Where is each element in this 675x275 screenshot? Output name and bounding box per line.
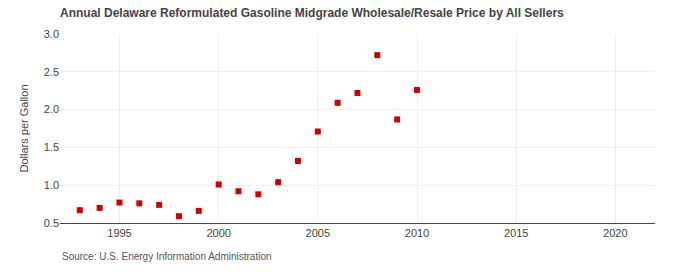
svg-text:2005: 2005 (306, 227, 330, 239)
svg-text:1995: 1995 (107, 227, 131, 239)
svg-text:2010: 2010 (405, 227, 429, 239)
svg-text:1.5: 1.5 (44, 141, 59, 153)
svg-text:2000: 2000 (206, 227, 230, 239)
svg-text:2.5: 2.5 (44, 66, 59, 78)
svg-text:Source: U.S. Energy Informatio: Source: U.S. Energy Information Administ… (62, 251, 272, 262)
svg-text:2015: 2015 (504, 227, 528, 239)
svg-text:Dollars per Gallon: Dollars per Gallon (18, 84, 30, 172)
svg-text:Annual Delaware Reformulated G: Annual Delaware Reformulated Gasoline Mi… (60, 6, 564, 20)
svg-text:0.5: 0.5 (44, 217, 59, 229)
svg-text:2020: 2020 (603, 227, 627, 239)
svg-text:1.0: 1.0 (44, 179, 59, 191)
svg-text:3.0: 3.0 (44, 28, 59, 40)
svg-text:2.0: 2.0 (44, 103, 59, 115)
